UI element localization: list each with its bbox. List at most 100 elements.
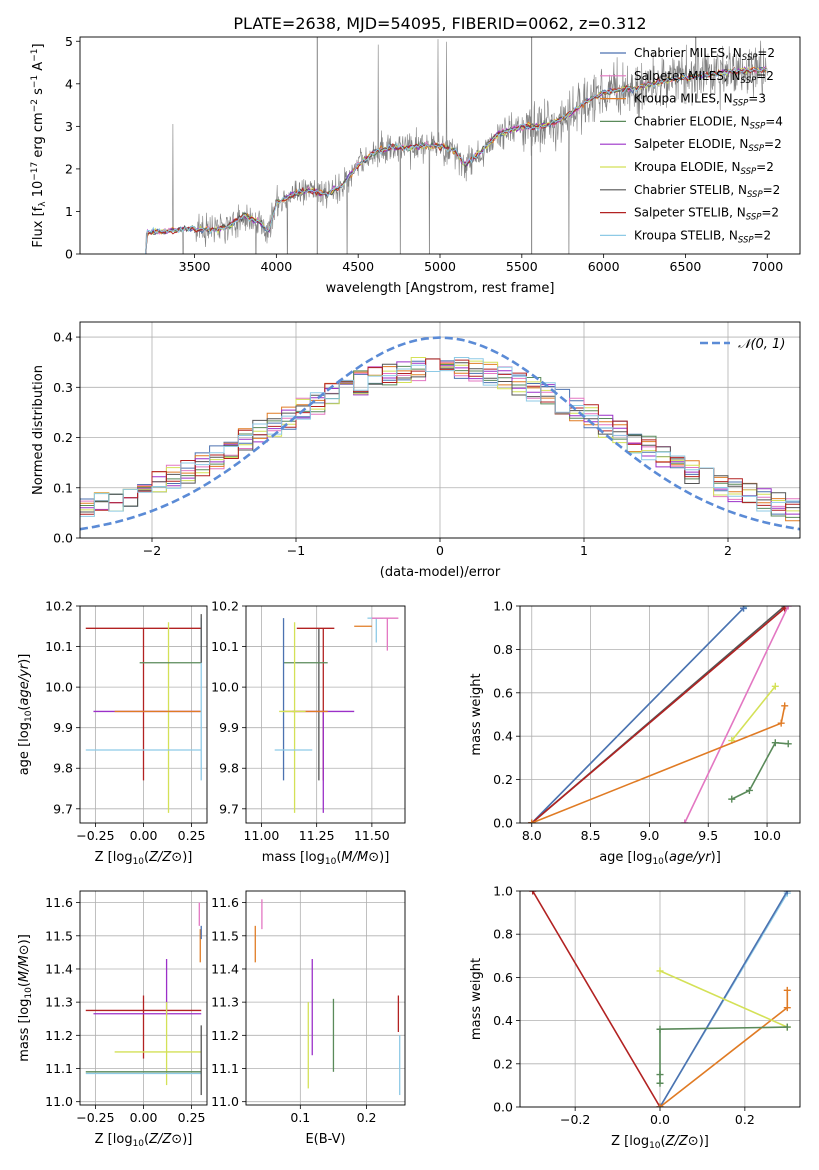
tick-label-x: 0.2 (735, 1112, 755, 1127)
tick-label-y: 11.1 (211, 1061, 239, 1076)
model-line (145, 66, 767, 253)
tick-label-y: 9.9 (53, 720, 73, 735)
tick-label-y: 11.5 (211, 928, 239, 943)
tick-label-x: 0.25 (178, 828, 206, 843)
frame-age_vs_mass (245, 605, 406, 824)
tick-label-x: 0.2 (357, 1110, 377, 1125)
tick-label-x: 0.00 (130, 828, 158, 843)
tick-label-y: 0.0 (53, 531, 73, 546)
tick-label-x: 0.0 (650, 1112, 670, 1127)
frame-mass_weight_vs_Z (519, 890, 801, 1108)
cumulative-line (531, 705, 786, 823)
tick-label-x: −1 (287, 543, 305, 558)
tick-label-y: 0.4 (493, 1013, 513, 1028)
plus-marker (781, 702, 789, 710)
tick-label-y: 0.0 (493, 816, 513, 831)
errorbars-age_vs_Z (85, 614, 202, 813)
tick-label-y: 9.9 (219, 720, 239, 735)
frame-mass_vs_ebv (245, 890, 406, 1106)
tick-label-x: 2 (724, 543, 732, 558)
xlabel-spectrum: wavelength [Angstrom, rest frame] (326, 281, 555, 296)
plus-marker (783, 891, 791, 895)
plus-marker (656, 1103, 664, 1107)
legend-label: Kroupa ELODIE, NSSP=2 (634, 160, 774, 177)
cumulative-line (531, 607, 745, 823)
plus-marker (728, 795, 736, 803)
cumulative-line (532, 891, 661, 1107)
legend-label: Salpeter ELODIE, NSSP=2 (634, 137, 782, 154)
xlabel-mass_weight_vs_Z: Z [log10(Z/Z⊙)] (611, 1134, 709, 1151)
tick-label-x: 4000 (260, 259, 292, 274)
tick-label-y: 0.8 (493, 927, 513, 942)
tick-label-y: 10.2 (45, 599, 73, 614)
legend-spectrum: Chabrier MILES, NSSP=2 Salpeter MILES, NS… (600, 46, 783, 245)
tick-label-x: 0 (436, 543, 444, 558)
tick-label-y: 10.2 (211, 599, 239, 614)
lines-mass_weight_vs_Z (529, 891, 791, 1107)
legend-label: Salpeter MILES, NSSP=2 (634, 69, 774, 86)
tick-label-y: 0.3 (53, 380, 73, 395)
tick-label-y: 11.1 (45, 1061, 73, 1076)
tick-label-x: 9.5 (698, 828, 718, 843)
tick-label-y: 10.0 (211, 680, 239, 695)
model-line (145, 67, 767, 254)
plus-marker (783, 1004, 791, 1012)
legend-label: Chabrier ELODIE, NSSP=4 (634, 114, 783, 131)
tick-label-y: 1.0 (493, 599, 513, 614)
tick-label-y: 0.4 (493, 729, 513, 744)
tick-label-y: 0.4 (53, 330, 73, 345)
lines-mass_weight_vs_age (528, 606, 792, 823)
tick-label-y: 11.4 (45, 961, 73, 976)
tick-label-y: 9.7 (219, 801, 239, 816)
tick-label-y: 0.0 (493, 1100, 513, 1115)
tick-label-y: 4 (65, 76, 73, 91)
normal-curve (80, 336, 800, 531)
plus-marker (740, 606, 748, 612)
legend-label: Salpeter STELIB, NSSP=2 (634, 206, 779, 223)
plus-marker (784, 740, 792, 748)
tick-label-x: 8.0 (522, 828, 542, 843)
plus-marker (771, 682, 779, 690)
axes-age_vs_Z: −0.25 0.00 0.25 9.7 9.8 9.9 10.0 10.1 10.2 (45, 599, 207, 843)
plus-marker (784, 606, 792, 610)
xlabel-age_vs_Z: Z [log10(Z/Z⊙)] (95, 850, 193, 867)
plus-marker (783, 986, 791, 994)
tick-label-y: 5 (65, 34, 73, 49)
tick-label-x: 6000 (588, 259, 620, 274)
tick-label-x: −0.2 (560, 1112, 590, 1127)
tick-label-x: 3500 (179, 259, 211, 274)
tick-label-x: 5000 (424, 259, 456, 274)
tick-label-x: 7000 (751, 259, 783, 274)
xlabel-mass_vs_ebv: E(B-V) (305, 1132, 345, 1147)
tick-label-y: 10.1 (211, 639, 239, 654)
cumulative-line (659, 1026, 788, 1084)
xlabel-residuals: (data-model)/error (380, 565, 501, 580)
tick-label-y: 1.0 (493, 884, 513, 899)
cumulative-line (731, 741, 789, 800)
frame-mass_weight_vs_age (519, 605, 801, 824)
tick-label-x: 5500 (506, 259, 538, 274)
plus-marker (771, 739, 779, 747)
ylabel-mass_vs_Z: mass [log10(M/M⊙)] (17, 934, 34, 1062)
tick-label-y: 3 (65, 119, 73, 134)
cumulative-line (659, 990, 789, 1107)
frame-residuals (79, 321, 801, 539)
tick-label-x: 6500 (670, 259, 702, 274)
tick-label-x: 11.25 (299, 828, 335, 843)
plus-marker (656, 1071, 664, 1079)
ylabel-mass_weight_vs_age: mass weight (469, 673, 484, 755)
tick-label-y: 11.6 (211, 895, 239, 910)
legend-label: Chabrier STELIB, NSSP=2 (634, 183, 780, 200)
errorbars-mass_vs_Z (85, 902, 202, 1096)
tick-label-x: 9.0 (639, 828, 659, 843)
tick-label-y: 11.4 (211, 961, 239, 976)
tick-label-y: 9.7 (53, 801, 73, 816)
plus-marker (529, 891, 537, 895)
tick-label-x: 10.0 (753, 828, 781, 843)
axes-residuals: −2 −1 0 1 2 0.0 0.1 0.2 0.3 0.4 (53, 322, 800, 558)
tick-label-y: 11.0 (211, 1094, 239, 1109)
tick-label-y: 10.0 (45, 680, 73, 695)
tick-label-y: 11.2 (45, 1028, 73, 1043)
ylabel-mass_weight_vs_Z: mass weight (469, 958, 484, 1040)
tick-label-y: 11.2 (211, 1028, 239, 1043)
